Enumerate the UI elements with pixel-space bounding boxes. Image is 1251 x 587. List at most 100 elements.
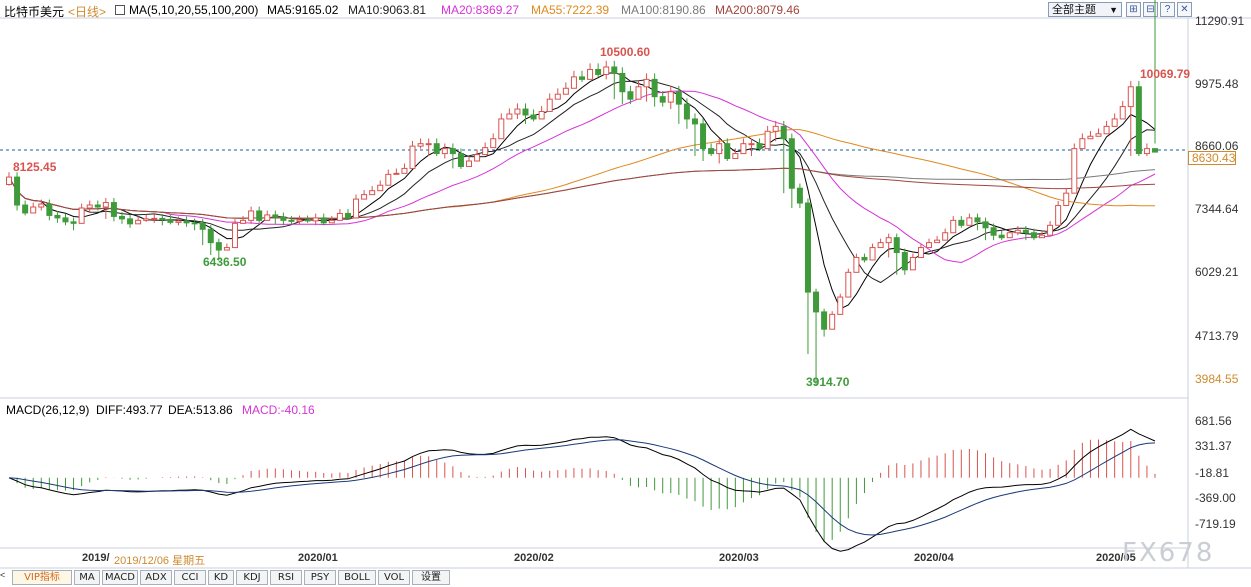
candle-body	[756, 143, 763, 150]
candle-body	[1014, 229, 1021, 234]
candle-body	[1111, 118, 1118, 127]
tab-vip[interactable]: VIP指标	[12, 570, 72, 585]
tab-label: KD	[213, 572, 229, 583]
theme-dropdown[interactable]: 全部主题 ▼	[1048, 2, 1122, 17]
tab-label: 设置	[421, 572, 441, 583]
info-icon[interactable]: ?	[1160, 2, 1175, 17]
ma5-line	[8, 72, 1156, 310]
candle-body	[546, 98, 553, 113]
tab-adx[interactable]: ADX	[140, 570, 172, 585]
candle-body	[748, 143, 755, 146]
candle-body	[1039, 234, 1046, 239]
tab-macd[interactable]: MACD	[102, 570, 138, 585]
split-icon[interactable]: ⊟	[1143, 2, 1158, 17]
symbol-title: 比特币美元	[4, 5, 65, 19]
high-annotation: 10500.60	[600, 45, 651, 59]
candle-body	[1030, 232, 1037, 239]
tab-rsi[interactable]: RSI	[270, 570, 302, 585]
candle-body	[982, 221, 989, 229]
candle-body	[272, 214, 279, 218]
start-annotation: 8125.45	[13, 160, 57, 174]
candle-body	[853, 256, 860, 273]
candle-body	[377, 184, 384, 192]
candle-body	[917, 247, 924, 258]
close-icon[interactable]: ✕	[1177, 2, 1192, 17]
tab-boll[interactable]: BOLL	[338, 570, 376, 585]
candle-body	[94, 204, 101, 208]
candle-body	[595, 68, 602, 75]
candle-body	[466, 160, 473, 167]
candle-body	[950, 219, 957, 234]
tab-label: PSY	[310, 572, 330, 583]
candle-body	[86, 204, 93, 209]
candle-body	[46, 203, 53, 216]
current-price-tag: 8630.43	[1188, 151, 1236, 165]
candle-body	[344, 212, 351, 219]
candle-body	[167, 218, 174, 223]
candle-body	[62, 217, 69, 223]
tab-label: RSI	[277, 572, 295, 583]
candle-body	[248, 210, 255, 221]
scroll-left-icon[interactable]: <	[0, 570, 6, 580]
candle-body	[296, 219, 303, 222]
x-tick: 2020/04	[914, 552, 954, 564]
theme-label: 全部主题	[1052, 4, 1096, 16]
candle-body	[562, 87, 569, 95]
candle-body	[990, 227, 997, 236]
candle-body	[966, 217, 973, 226]
candle-body	[1119, 106, 1126, 120]
tab-kdj[interactable]: KDJ	[236, 570, 268, 585]
tab-psy[interactable]: PSY	[304, 570, 336, 585]
candle-body	[288, 219, 295, 222]
candle-body	[554, 93, 561, 100]
candle-body	[926, 242, 933, 249]
tab-vol[interactable]: VOL	[378, 570, 410, 585]
tab-label: BOLL	[344, 572, 370, 583]
candle-body	[700, 123, 707, 150]
candle-body	[312, 217, 319, 222]
tab-cci[interactable]: CCI	[174, 570, 206, 585]
candle-body	[118, 215, 125, 220]
candle-body	[683, 103, 690, 120]
ma5-value: MA5:9165.02	[267, 3, 339, 17]
macd-dea: DEA:513.86	[168, 403, 233, 417]
candle-body	[845, 271, 852, 298]
tab-settings[interactable]: 设置	[412, 570, 450, 585]
candle-body	[401, 167, 408, 174]
candle-body	[934, 239, 941, 244]
candle-body	[474, 154, 481, 162]
candle-body	[183, 220, 190, 224]
ma-label: MA(5,10,20,55,100,200)	[129, 3, 259, 17]
macd-tick: -369.00	[1195, 491, 1236, 505]
candle-body	[716, 143, 723, 155]
ma10-line	[8, 79, 1156, 284]
cursor-date: 2019/12/06 星期五	[114, 555, 206, 567]
tab-kd[interactable]: KD	[208, 570, 234, 585]
candle-body	[14, 176, 21, 206]
y-tick: 9975.48	[1195, 77, 1239, 91]
candle-body	[974, 217, 981, 223]
candle-body	[764, 130, 771, 150]
candle-body	[603, 66, 610, 75]
ma20-line	[8, 90, 1156, 264]
period-label[interactable]: <日线>	[68, 5, 107, 19]
zoom-icon[interactable]: ⊞	[1126, 2, 1141, 17]
candle-body	[256, 210, 263, 221]
candle-body	[1143, 148, 1150, 155]
tab-ma[interactable]: MA	[74, 570, 100, 585]
candle-body	[175, 220, 182, 223]
candle-body	[361, 194, 368, 200]
candle-body	[667, 91, 674, 103]
candle-body	[457, 153, 464, 167]
candle-body	[199, 222, 206, 230]
macd-diff: DIFF:493.77	[96, 403, 163, 417]
candle-body	[328, 219, 335, 224]
candle-body	[1135, 86, 1142, 155]
candle-body	[151, 217, 158, 220]
ma-settings-icon[interactable]	[115, 5, 125, 15]
candle-body	[1047, 224, 1054, 236]
candle-body	[651, 78, 658, 98]
x-tick: 2020/03	[719, 552, 759, 564]
candle-body	[1006, 232, 1013, 239]
